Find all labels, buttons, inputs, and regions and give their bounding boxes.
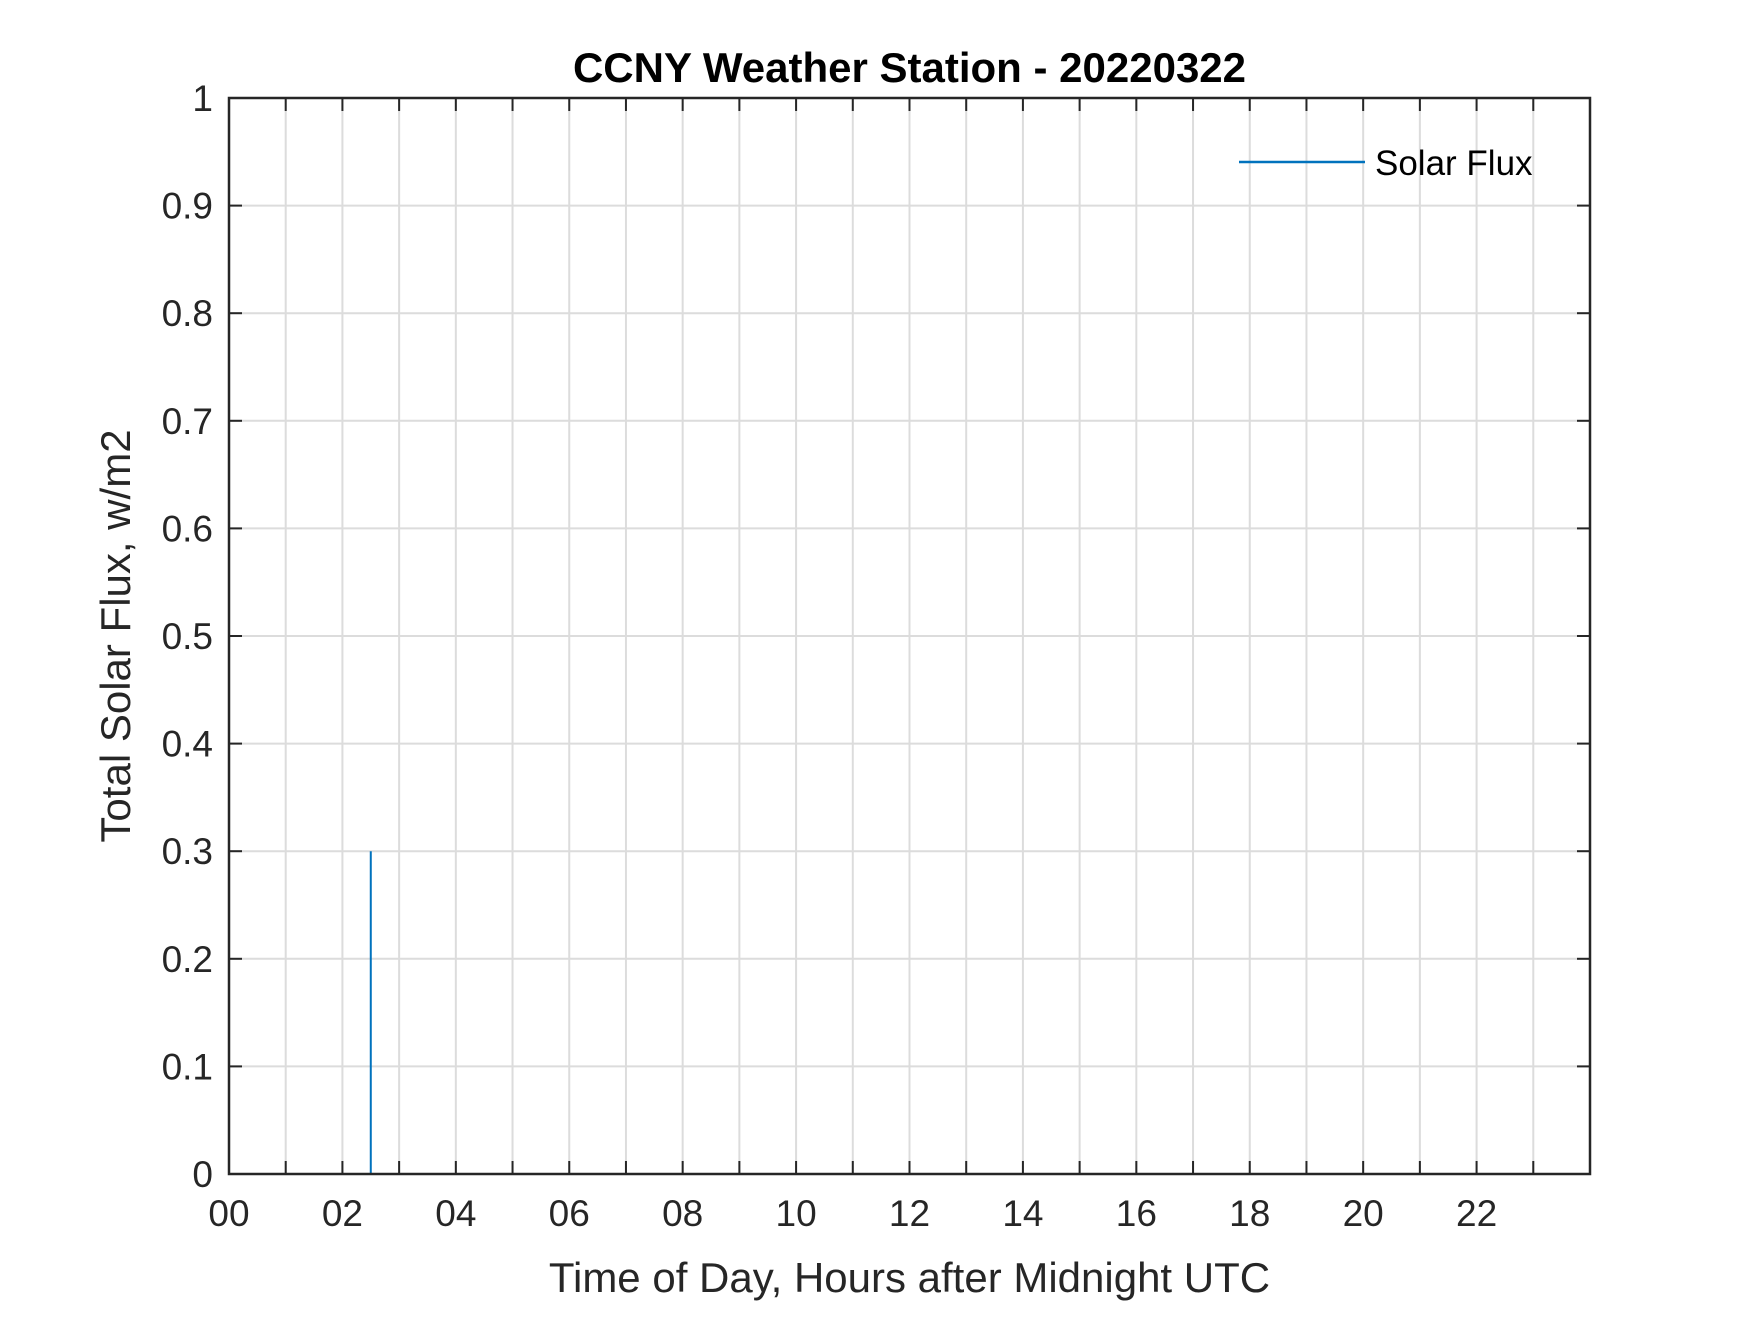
x-tick-label: 16 bbox=[1116, 1193, 1157, 1234]
x-tick-label: 06 bbox=[549, 1193, 590, 1234]
x-tick-label: 00 bbox=[208, 1193, 249, 1234]
y-tick-label: 0.9 bbox=[162, 186, 213, 227]
tick-labels: 00 02 04 06 08 10 12 14 16 18 20 22 0 0.1 0.2 0.3 0.4 0.5… bbox=[162, 78, 1498, 1234]
x-tick-label: 02 bbox=[322, 1193, 363, 1234]
y-tick-label: 0.8 bbox=[162, 293, 213, 334]
x-tick-label: 08 bbox=[662, 1193, 703, 1234]
plot-area-border bbox=[227, 96, 1592, 1176]
legend: Solar Flux bbox=[1239, 144, 1533, 183]
x-tick-label: 18 bbox=[1229, 1193, 1270, 1234]
y-tick-label: 0.3 bbox=[162, 831, 213, 872]
axes bbox=[227, 96, 1592, 1176]
y-tick-label: 0.7 bbox=[162, 401, 213, 442]
legend-label-solar-flux: Solar Flux bbox=[1375, 144, 1533, 183]
x-tick-label: 20 bbox=[1343, 1193, 1384, 1234]
y-tick-label: 0.6 bbox=[162, 508, 213, 549]
y-axis-label: Total Solar Flux, w/m2 bbox=[92, 429, 139, 842]
x-tick-label: 12 bbox=[889, 1193, 930, 1234]
x-tick-label: 04 bbox=[435, 1193, 476, 1234]
x-tick-label: 22 bbox=[1456, 1193, 1497, 1234]
y-tick-label: 0.4 bbox=[162, 724, 213, 765]
chart-title: CCNY Weather Station - 20220322 bbox=[573, 44, 1246, 91]
y-tick-label: 1 bbox=[192, 78, 213, 119]
x-tick-label: 14 bbox=[1002, 1193, 1043, 1234]
y-tick-label: 0 bbox=[192, 1154, 213, 1195]
y-tick-label: 0.1 bbox=[162, 1046, 213, 1087]
x-tick-label: 10 bbox=[776, 1193, 817, 1234]
y-tick-label: 0.2 bbox=[162, 939, 213, 980]
x-axis-label: Time of Day, Hours after Midnight UTC bbox=[549, 1254, 1270, 1301]
y-tick-label: 0.5 bbox=[162, 616, 213, 657]
grid bbox=[229, 98, 1590, 1174]
